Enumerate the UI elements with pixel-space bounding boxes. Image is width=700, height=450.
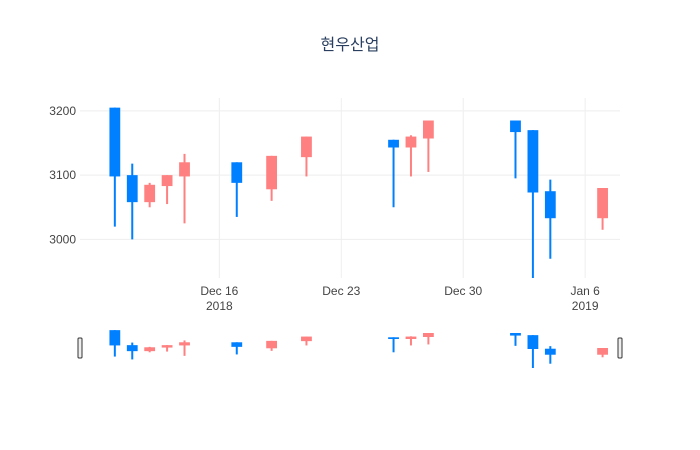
y-tick-label: 3200 (49, 104, 76, 118)
x-tick-label: Dec 30 (444, 284, 482, 298)
y-tick-label: 3100 (49, 168, 76, 182)
range-slider-right-handle[interactable] (617, 337, 623, 359)
candle-body (544, 191, 556, 219)
candle-body (109, 107, 121, 177)
slider-candle-body (527, 335, 539, 349)
range-slider-left-handle[interactable] (77, 337, 83, 359)
x-tick-label: Dec 23 (322, 284, 360, 298)
candle-body (422, 120, 434, 139)
x-tick-year-label: 2018 (206, 299, 233, 313)
chart-title: 현우산업 (321, 35, 380, 54)
candle-body (597, 188, 608, 219)
x-tick-label: Jan 6 (570, 284, 600, 298)
candle-body (126, 175, 138, 203)
candles (109, 107, 608, 278)
x-tick-label: Dec 16 (200, 284, 238, 298)
candle-body (179, 162, 190, 177)
slider-candle-body (422, 333, 434, 337)
slider-candle-body (144, 347, 156, 352)
y-axis: 3000 3100 3200 (49, 104, 76, 247)
candle-body (301, 136, 312, 158)
candle-body (527, 130, 539, 193)
slider-candle-body (301, 336, 312, 342)
range-slider[interactable] (77, 328, 623, 368)
candle-body (266, 155, 278, 190)
slider-candle-body (388, 337, 399, 339)
candle-body (405, 136, 417, 148)
slider-candle-body (231, 342, 243, 347)
slider-candle-body (597, 348, 608, 355)
range-slider-bg (80, 328, 620, 368)
x-tick-year-label: 2019 (572, 299, 599, 313)
slider-candle-body (179, 342, 190, 346)
candle-body (388, 139, 399, 148)
slider-candle-body (405, 336, 417, 339)
y-tick-label: 3000 (49, 232, 76, 246)
slider-candle-body (161, 345, 173, 348)
candle-body (161, 175, 173, 187)
slider-candle-body (109, 330, 121, 346)
slider-candle-body (126, 345, 138, 352)
candle-body (231, 162, 243, 183)
slider-candle-body (510, 333, 521, 336)
slider-candle-body (266, 340, 278, 349)
grid-layer (80, 98, 620, 278)
candle-body (144, 184, 156, 203)
slider-candle-body (544, 348, 556, 355)
candle-body (510, 120, 521, 133)
